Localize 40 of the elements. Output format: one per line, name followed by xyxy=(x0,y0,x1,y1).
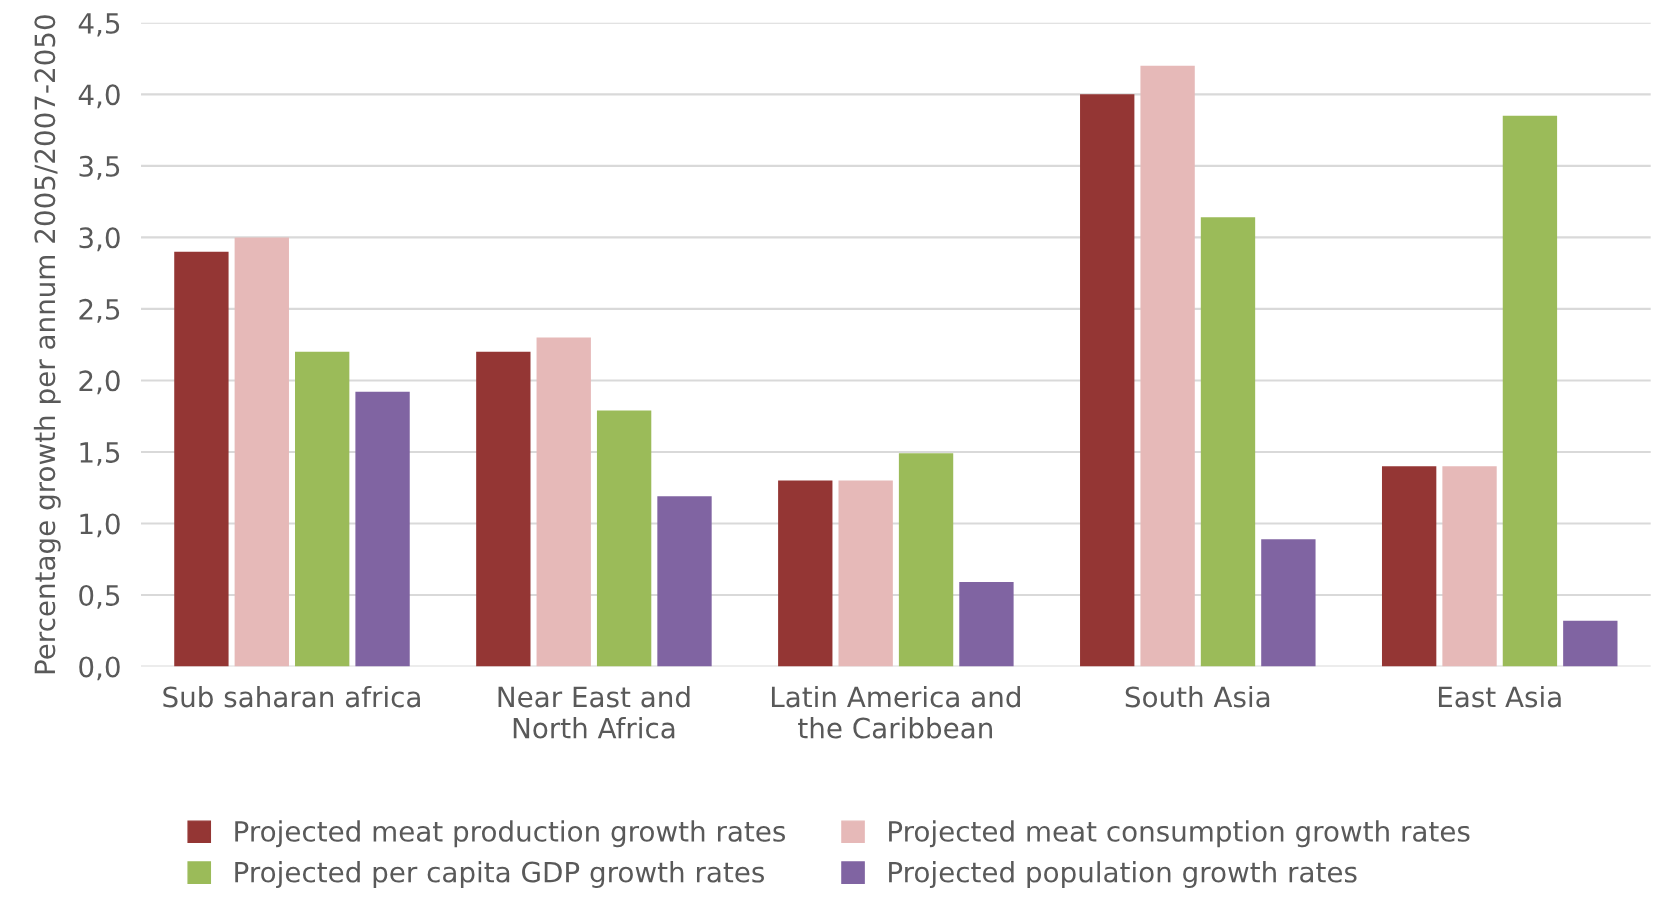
bar xyxy=(295,351,350,667)
y-tick-label: 4,5 xyxy=(78,13,120,37)
y-tick-label: 1,5 xyxy=(80,442,120,466)
bar xyxy=(657,496,712,667)
bar xyxy=(898,453,954,667)
x-tick-label: East Asia xyxy=(1438,685,1561,708)
bar xyxy=(355,391,410,667)
bar xyxy=(596,410,652,667)
y-tick-label: 2,5 xyxy=(79,298,120,323)
y-tick-label: 2,0 xyxy=(79,370,120,395)
bar xyxy=(1200,217,1256,667)
bar xyxy=(174,251,229,667)
bar xyxy=(1502,115,1558,667)
bar xyxy=(536,337,591,667)
y-tick-label: 0,0 xyxy=(79,656,120,681)
bar xyxy=(838,480,893,667)
y-axis-title: Percentage growth per annum 2005/2007-2050 xyxy=(33,15,61,674)
legend-label: Projected per capita GDP growth rates xyxy=(235,861,765,888)
y-tick-label: 4,0 xyxy=(78,84,120,109)
y-tick-label: 1,0 xyxy=(80,513,120,538)
y-tick-label: 0,5 xyxy=(79,584,120,609)
x-tick-label: Latin America and the Caribbean xyxy=(771,685,1020,739)
legend-label: Projected population growth rates xyxy=(889,861,1357,888)
bar xyxy=(1261,539,1316,667)
x-tick-label: Sub saharan africa xyxy=(163,685,420,708)
bar xyxy=(1140,65,1195,667)
bar xyxy=(476,351,531,667)
y-tick-label: 3,0 xyxy=(79,227,120,252)
bar xyxy=(1563,620,1618,667)
bar xyxy=(778,480,833,667)
x-tick-label: South Asia xyxy=(1125,685,1270,708)
y-tick-label: 3,5 xyxy=(79,155,120,180)
legend-label: Projected meat consumption growth rates xyxy=(889,820,1470,848)
bar xyxy=(234,237,289,667)
x-tick-label: Near East and North Africa xyxy=(498,685,690,739)
bar xyxy=(1080,94,1135,667)
bar xyxy=(1381,466,1437,667)
bar xyxy=(1442,466,1497,667)
legend-label: Projected meat production growth rates xyxy=(235,820,786,848)
bar xyxy=(959,582,1014,667)
